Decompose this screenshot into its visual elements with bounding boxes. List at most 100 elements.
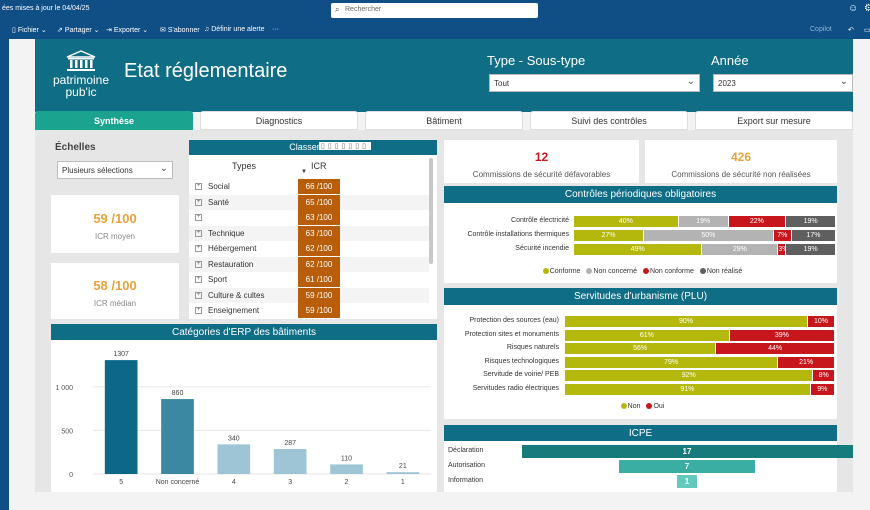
bar-segment: 61% [565, 329, 729, 341]
bar-segment: 91% [565, 383, 810, 395]
search-input[interactable]: ⌕ Rechercher [331, 3, 538, 18]
expand-icon[interactable]: + [195, 276, 202, 283]
col-header-types[interactable]: Types [232, 161, 257, 171]
bar-segment: 10% [808, 316, 834, 327]
tab-suivi-controles[interactable]: Suivi des contrôles [530, 111, 688, 130]
row-icr-value: 59 /100 [298, 303, 340, 318]
legend-dot-oui [646, 403, 653, 410]
row-type-label: Santé [208, 197, 229, 207]
row-icr-value: 63 /100 [298, 210, 340, 225]
expand-icon[interactable]: + [195, 183, 202, 190]
commissions-defavorables-card: 12 Commissions de sécurité défavorables [444, 140, 639, 183]
plu-title: Servitudes d'urbanisme (PLU) [444, 288, 837, 305]
row-icr-value: 66 /100 [298, 179, 340, 194]
y-tick-label: 1 000 [55, 385, 73, 392]
legend-dot-conforme [542, 268, 549, 275]
table-row[interactable]: +63 /100 [189, 210, 429, 225]
subscribe-button[interactable]: ✉ S'abonner [160, 26, 200, 34]
chevron-down-icon: ⌄ [686, 76, 695, 87]
icr-median-label: ICR médian [93, 299, 137, 308]
year-filter-dropdown[interactable]: 2023 ⌄ [713, 74, 853, 92]
bookmark-icon[interactable]: ▭ [864, 27, 870, 34]
settings-icon[interactable]: ⚙ [864, 3, 870, 14]
bar-value-label: 287 [284, 440, 296, 447]
bar-segment: 9% [810, 383, 834, 395]
export-menu[interactable]: ⇥ Exporter ⌄ [106, 27, 149, 34]
table-row[interactable]: + Hébergement 62 /100 [189, 241, 429, 256]
tab-synthese[interactable]: Synthèse [35, 111, 193, 130]
bar-segment: 27% [574, 230, 644, 241]
bar-segment: 49% [574, 244, 702, 255]
bar-segment: 44% [716, 343, 834, 354]
expand-icon[interactable]: + [195, 260, 202, 268]
copilot-icon[interactable]: ☺ [848, 3, 859, 14]
icpe-row-label: Autorisation [448, 462, 485, 469]
legend-dot-non [620, 403, 627, 410]
bell-icon: ♫ [204, 26, 210, 33]
row-type-label: Enseignement [208, 306, 260, 315]
alert-button[interactable]: ♫ Définir une alerte [204, 26, 265, 33]
tab-batiment[interactable]: Bâtiment [365, 111, 523, 130]
row-icr-value: 61 /100 [298, 272, 340, 287]
commissions-defavorables-label: Commissions de sécurité défavorables [472, 170, 611, 179]
plu-bars: Protection des sources (eau) 90% 10% Protec… [444, 288, 837, 398]
table-row[interactable]: + Restauration 62 /100 [189, 256, 429, 272]
row-type-label: Culture & cultes [208, 290, 265, 300]
icr-median-card: 58 /100 ICR médian [51, 263, 179, 319]
bar-value-label: 860 [172, 390, 184, 397]
search-placeholder: Rechercher [345, 6, 382, 13]
expand-icon[interactable]: + [195, 245, 202, 252]
undo-icon[interactable]: ↶ [848, 27, 854, 34]
visual-header-icons[interactable]: ▯▯▯▯▯▯▯ [319, 142, 371, 150]
share-menu[interactable]: ⇗ Partager ⌄ [57, 27, 100, 34]
type-filter-label: Type - Sous-type [487, 53, 586, 68]
expand-icon[interactable]: + [195, 307, 202, 314]
tab-export-sur-mesure[interactable]: Export sur mesure [695, 111, 853, 130]
y-tick-label: 0 [69, 472, 73, 479]
row-type-label: Hébergement [208, 244, 257, 253]
table-row[interactable]: + Santé 65 /100 [189, 194, 429, 210]
sort-desc-icon: ▼ [301, 169, 307, 175]
x-category-label: 3 [288, 479, 292, 486]
bar-segment: 79% [565, 356, 778, 368]
type-filter-dropdown[interactable]: Tout ⌄ [489, 74, 700, 92]
file-menu[interactable]: ▯ Fichier ⌄ [12, 27, 47, 34]
tab-diagnostics[interactable]: Diagnostics [200, 111, 358, 130]
bar-segment: 19% [786, 244, 835, 255]
echelles-label: Échelles [55, 142, 96, 153]
table-row[interactable]: + Sport 61 /100 [189, 272, 429, 287]
chevron-down-icon: ⌄ [839, 76, 848, 87]
table-row[interactable]: + Culture & cultes 59 /100 [189, 287, 429, 303]
report-toolbar: ▯ Fichier ⌄ ⇗ Partager ⌄ ⇥ Exporter ⌄ ✉ S'ab… [0, 20, 870, 39]
expand-icon[interactable]: + [195, 198, 202, 206]
x-category-label: Non concerné [156, 479, 200, 486]
page-title: Etat réglementaire [124, 60, 288, 82]
bar-value-label: 1307 [113, 351, 129, 358]
bar-row-label: Servitudes radio électriques [472, 384, 559, 392]
more-button[interactable]: ··· [272, 26, 279, 33]
mail-icon: ✉ [160, 27, 166, 34]
table-row[interactable]: + Technique 63 /100 [189, 225, 429, 241]
bar-segment: 19% [678, 216, 728, 227]
col-header-icr[interactable]: ICR [311, 161, 327, 171]
logo-text-line1: patrimoine [52, 73, 110, 87]
controles-legend: Conforme Non concerné Non conforme Non r… [444, 268, 837, 275]
table-row[interactable]: + Enseignement 59 /100 [189, 303, 429, 318]
logo-text-line2: pub'ic [65, 85, 97, 99]
x-category-label: 1 [401, 479, 405, 486]
row-icr-value: 65 /100 [298, 194, 340, 210]
row-type-label: Technique [208, 228, 245, 238]
expand-icon[interactable]: + [195, 291, 202, 299]
table-row[interactable]: + Social 66 /100 [189, 179, 429, 194]
copilot-label: Copilot [810, 26, 832, 33]
search-icon: ⌕ [335, 5, 340, 14]
bar-value-label: 21 [399, 463, 407, 470]
erp-chart-title: Catégories d'ERP des bâtiments [51, 324, 437, 340]
expand-icon[interactable]: + [195, 229, 202, 237]
echelles-dropdown[interactable]: Plusieurs sélections ⌄ [57, 161, 173, 179]
table-scrollbar[interactable] [429, 158, 433, 264]
copilot-button[interactable]: Copilot [810, 26, 832, 33]
row-icr-value: 62 /100 [298, 256, 340, 272]
expand-icon[interactable]: + [195, 214, 202, 221]
row-icr-value: 62 /100 [298, 241, 340, 256]
